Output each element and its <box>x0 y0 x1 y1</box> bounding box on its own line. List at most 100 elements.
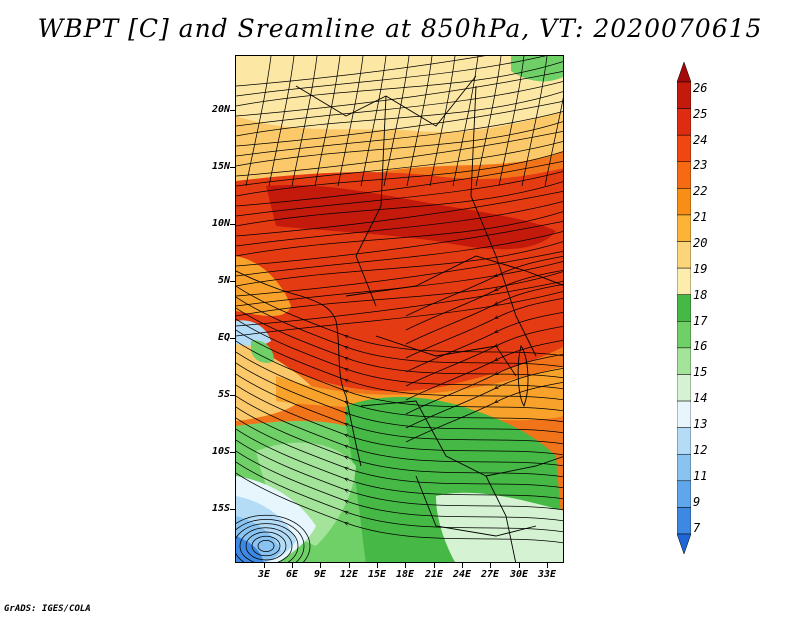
lon-tick <box>405 563 406 568</box>
streamline <box>236 141 563 187</box>
colorbar-label: 25 <box>693 107 708 121</box>
streamline <box>268 56 295 187</box>
colorbar-segment <box>677 214 691 242</box>
colorbar-segment <box>677 400 691 428</box>
border-2 <box>355 95 387 307</box>
lon-label-27e: 27E <box>480 569 500 580</box>
streamline <box>236 285 563 357</box>
streamline <box>337 56 364 187</box>
colorbar-label: 21 <box>693 210 708 224</box>
shade-se-pale <box>436 492 563 562</box>
lon-tick <box>349 563 350 568</box>
shade-north-light-orange <box>236 111 563 186</box>
lat-tick <box>230 395 236 396</box>
streamline <box>475 56 502 187</box>
streamline <box>236 121 563 167</box>
lon-label-9e: 9E <box>313 569 327 580</box>
streamline <box>236 406 563 478</box>
streamline <box>236 56 486 87</box>
lon-tick <box>434 563 435 568</box>
colorbar-segment <box>677 188 691 216</box>
streamline <box>236 221 563 267</box>
streamline <box>236 271 563 317</box>
lon-tick <box>490 563 491 568</box>
streamline <box>236 307 563 379</box>
colorbar-label: 22 <box>693 184 708 198</box>
streamline <box>236 373 563 445</box>
colorbar-segment <box>677 507 691 535</box>
colorbar-label: 13 <box>693 417 708 431</box>
streamline <box>291 56 318 187</box>
colorbar-label: 12 <box>693 443 708 457</box>
lat-tick <box>230 509 236 510</box>
streamline <box>236 111 563 157</box>
colorbar-segment <box>677 81 691 109</box>
streamline <box>236 395 563 467</box>
lon-tick <box>264 563 265 568</box>
lon-label-30e: 30E <box>509 569 529 580</box>
lat-tick <box>230 338 236 339</box>
colorbar <box>677 62 691 554</box>
streamline <box>498 56 525 187</box>
lon-tick <box>377 563 378 568</box>
colorbar-label: 16 <box>693 339 708 353</box>
streamline <box>236 291 563 337</box>
lon-label-6e: 6E <box>285 569 299 580</box>
streamline <box>236 461 563 533</box>
streamline <box>236 428 563 500</box>
streamline <box>236 101 563 147</box>
streamline <box>521 56 548 187</box>
streamline <box>236 384 563 456</box>
streamline <box>236 514 311 562</box>
lon-tick <box>462 563 463 568</box>
streamline <box>236 71 563 117</box>
lon-tick <box>292 563 293 568</box>
border-4 <box>345 255 563 297</box>
border-6 <box>360 400 563 477</box>
lat-tick <box>230 167 236 168</box>
lon-label-15e: 15E <box>367 569 387 580</box>
streamline <box>236 417 563 489</box>
streamline <box>314 56 341 187</box>
streamline <box>236 261 563 307</box>
shade-eq-blue-spot <box>236 320 271 346</box>
streamline <box>236 201 563 247</box>
colorbar-label: 26 <box>693 81 708 95</box>
streamline <box>257 540 275 552</box>
lat-label-5n: 5N <box>217 275 230 286</box>
streamline <box>236 241 563 287</box>
colorbar-label: 23 <box>693 158 708 172</box>
streamline <box>251 535 281 557</box>
streamline <box>239 527 293 562</box>
streamline <box>236 519 305 562</box>
streamline <box>245 56 272 187</box>
streamline <box>405 325 563 387</box>
streamline <box>236 151 563 197</box>
streamline <box>236 340 563 412</box>
colorbar-label: 14 <box>693 391 708 405</box>
colorbar-segment <box>677 374 691 402</box>
streamline <box>405 297 563 359</box>
lat-tick <box>230 110 236 111</box>
streamline <box>236 439 563 511</box>
colorbar-segment <box>677 453 691 482</box>
lat-label-5s: 5S <box>217 389 230 400</box>
lon-label-33e: 33E <box>537 569 557 580</box>
lat-label-15n: 15N <box>211 161 230 172</box>
lon-tick <box>519 563 520 568</box>
streamline <box>405 311 563 373</box>
colorbar-label: 20 <box>693 236 708 250</box>
border-5 <box>375 335 517 377</box>
colorbar-label: 9 <box>693 495 701 509</box>
lat-tick <box>230 224 236 225</box>
colorbar-segment <box>677 321 691 349</box>
streamlines <box>236 56 563 562</box>
streamline <box>236 131 563 177</box>
border-7 <box>415 475 537 537</box>
lat-tick <box>230 452 236 453</box>
streamline <box>405 381 563 443</box>
colorbar-segment <box>677 347 691 375</box>
shade-green-light <box>256 442 356 546</box>
streamline <box>236 91 563 137</box>
colorbar-label: 15 <box>693 365 708 379</box>
